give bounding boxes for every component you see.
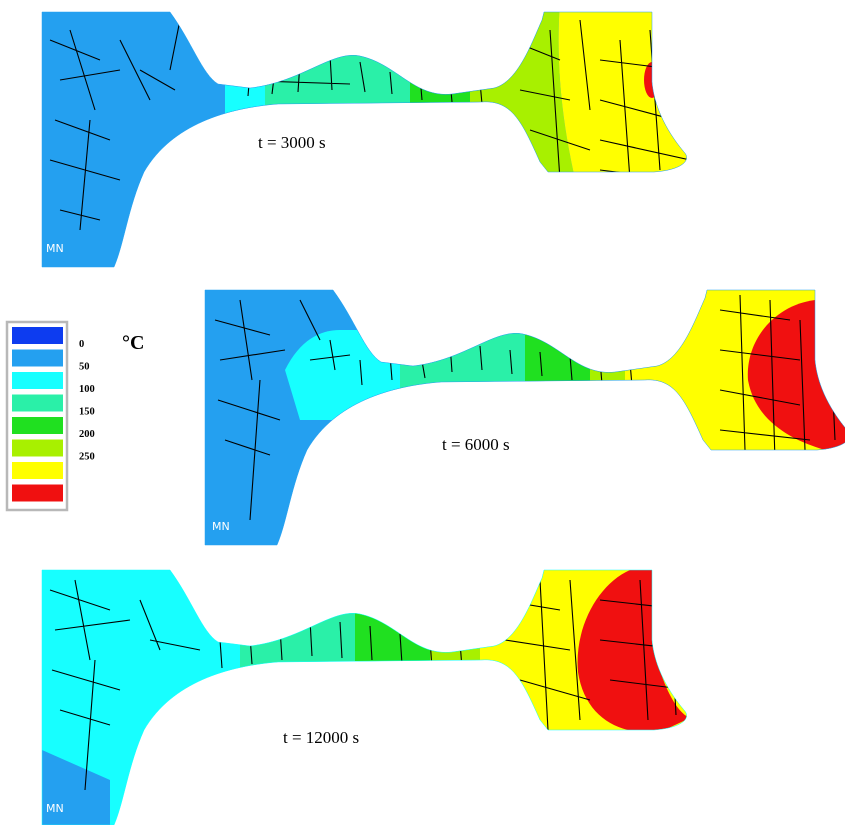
legend-value-label: 100 xyxy=(79,384,95,395)
legend-swatch xyxy=(12,439,63,457)
corner-mark: MN xyxy=(212,520,230,533)
color-legend: 0 50 100 150 200 250 °C xyxy=(5,320,144,512)
time-label: t = 12000 s xyxy=(283,728,359,747)
legend-value-label: 50 xyxy=(79,362,90,373)
legend-swatch xyxy=(12,349,63,367)
zone-red xyxy=(577,570,687,733)
corner-mark: MN xyxy=(46,802,64,815)
legend-swatch xyxy=(12,462,63,479)
zone-cyan xyxy=(42,570,687,825)
legend-swatch xyxy=(12,394,63,412)
legend-value-label: 150 xyxy=(79,407,95,418)
legend-swatch xyxy=(12,372,63,389)
legend-swatch xyxy=(12,484,63,502)
zone-blue xyxy=(42,750,110,825)
legend-value-label: 250 xyxy=(79,452,95,463)
time-label: t = 6000 s xyxy=(442,435,510,454)
zone-green xyxy=(410,12,480,267)
temperature-field-12000s xyxy=(42,570,687,825)
legend-swatch xyxy=(12,417,63,434)
legend-value-label: 0 xyxy=(79,339,84,350)
time-label: t = 3000 s xyxy=(258,133,326,152)
legend-swatch xyxy=(12,327,63,344)
corner-mark: MN xyxy=(46,242,64,255)
unit-label: °C xyxy=(122,332,144,354)
zone-lime xyxy=(590,290,625,490)
zone-green xyxy=(525,290,590,490)
legend-value-label: 200 xyxy=(79,429,95,440)
zone-teal xyxy=(400,290,525,490)
panel-12000s: MN t = 12000 s xyxy=(41,569,688,825)
zone-green xyxy=(355,570,430,760)
